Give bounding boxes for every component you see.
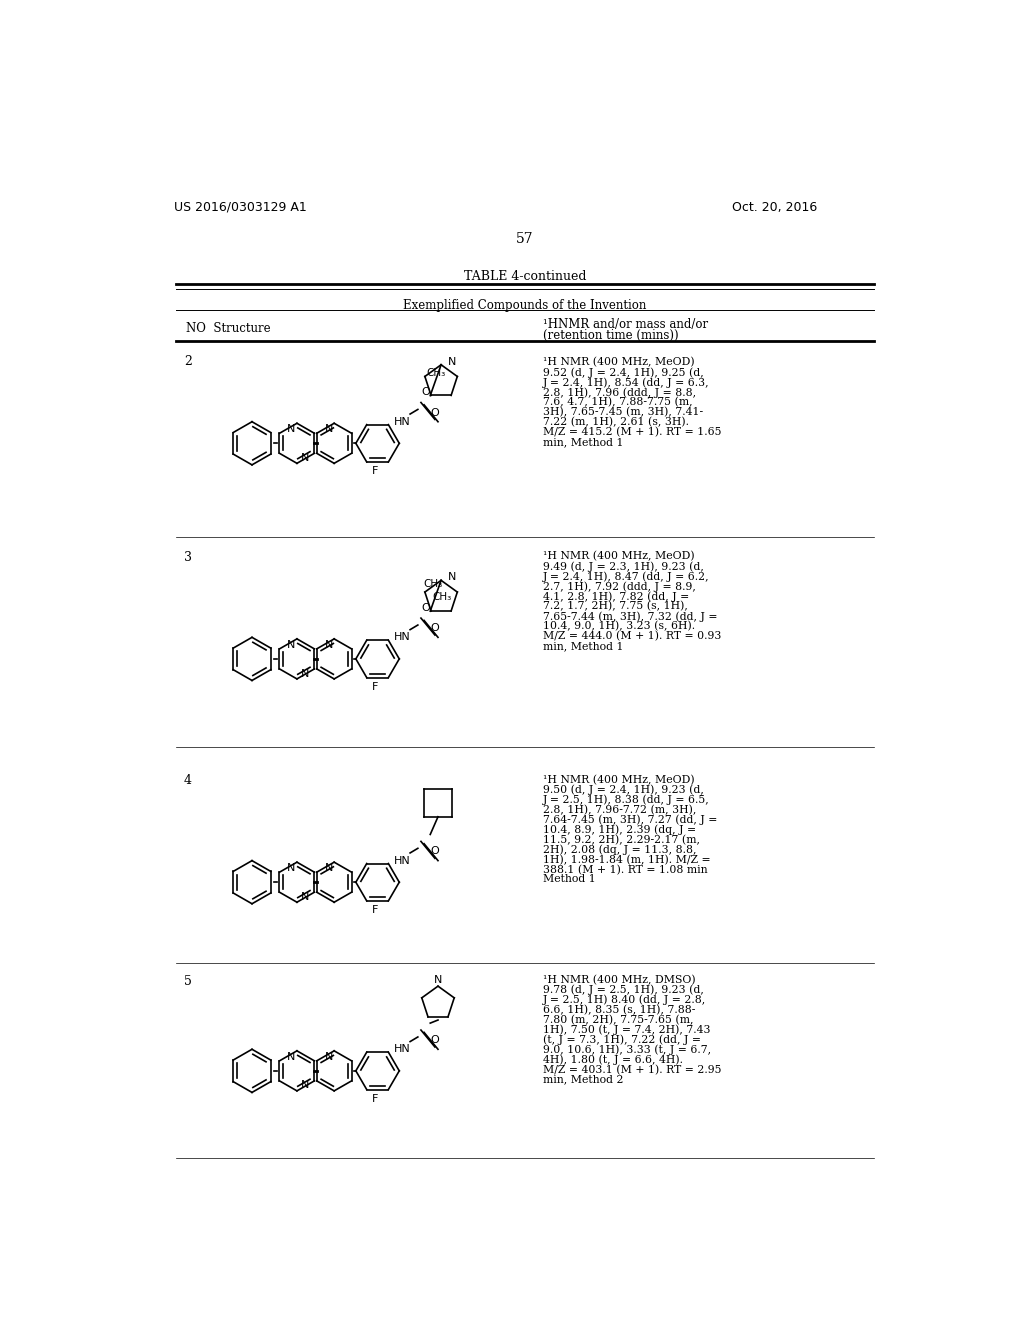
Text: 9.50 (d, J = 2.4, 1H), 9.23 (d,: 9.50 (d, J = 2.4, 1H), 9.23 (d, bbox=[543, 784, 703, 795]
Text: N: N bbox=[300, 668, 309, 678]
Text: HN: HN bbox=[394, 632, 411, 643]
Text: 7.65-7.44 (m, 3H), 7.32 (dd, J =: 7.65-7.44 (m, 3H), 7.32 (dd, J = bbox=[543, 611, 717, 622]
Text: 6.6, 1H), 8.35 (s, 1H), 7.88-: 6.6, 1H), 8.35 (s, 1H), 7.88- bbox=[543, 1005, 695, 1015]
Text: O: O bbox=[421, 388, 430, 397]
Text: HN: HN bbox=[394, 855, 411, 866]
Text: 1H), 1.98-1.84 (m, 1H). M/Z =: 1H), 1.98-1.84 (m, 1H). M/Z = bbox=[543, 854, 711, 865]
Text: F: F bbox=[372, 681, 379, 692]
Text: N: N bbox=[300, 1081, 309, 1090]
Text: CH₃: CH₃ bbox=[423, 579, 442, 589]
Text: N: N bbox=[287, 863, 295, 874]
Text: 57: 57 bbox=[516, 231, 534, 246]
Text: min, Method 1: min, Method 1 bbox=[543, 642, 624, 651]
Text: ¹H NMR (400 MHz, MeOD): ¹H NMR (400 MHz, MeOD) bbox=[543, 358, 694, 367]
Text: Method 1: Method 1 bbox=[543, 875, 595, 884]
Text: 5: 5 bbox=[183, 974, 191, 987]
Text: ¹H NMR (400 MHz, MeOD): ¹H NMR (400 MHz, MeOD) bbox=[543, 552, 694, 561]
Text: 7.22 (m, 1H), 2.61 (s, 3H).: 7.22 (m, 1H), 2.61 (s, 3H). bbox=[543, 417, 688, 428]
Text: 3H), 7.65-7.45 (m, 3H), 7.41-: 3H), 7.65-7.45 (m, 3H), 7.41- bbox=[543, 407, 702, 417]
Text: N: N bbox=[287, 425, 295, 434]
Text: M/Z = 444.0 (M + 1). RT = 0.93: M/Z = 444.0 (M + 1). RT = 0.93 bbox=[543, 631, 721, 642]
Text: O: O bbox=[430, 623, 439, 634]
Text: O: O bbox=[430, 1035, 439, 1045]
Text: ¹H NMR (400 MHz, MeOD): ¹H NMR (400 MHz, MeOD) bbox=[543, 775, 694, 785]
Text: HN: HN bbox=[394, 417, 411, 426]
Text: J = 2.5, 1H), 8.38 (dd, J = 6.5,: J = 2.5, 1H), 8.38 (dd, J = 6.5, bbox=[543, 795, 710, 805]
Text: CH₃: CH₃ bbox=[426, 368, 445, 379]
Text: ¹H NMR (400 MHz, DMSO): ¹H NMR (400 MHz, DMSO) bbox=[543, 974, 695, 985]
Text: N: N bbox=[434, 975, 442, 985]
Text: N: N bbox=[326, 640, 334, 649]
Text: N: N bbox=[300, 892, 309, 902]
Text: Oct. 20, 2016: Oct. 20, 2016 bbox=[732, 201, 818, 214]
Text: 9.49 (d, J = 2.3, 1H), 9.23 (d,: 9.49 (d, J = 2.3, 1H), 9.23 (d, bbox=[543, 561, 703, 572]
Text: N: N bbox=[326, 863, 334, 874]
Text: 1H), 7.50 (t, J = 7.4, 2H), 7.43: 1H), 7.50 (t, J = 7.4, 2H), 7.43 bbox=[543, 1024, 710, 1035]
Text: 4.1, 2.8, 1H), 7.82 (dd, J =: 4.1, 2.8, 1H), 7.82 (dd, J = bbox=[543, 591, 689, 602]
Text: (t, J = 7.3, 1H), 7.22 (dd, J =: (t, J = 7.3, 1H), 7.22 (dd, J = bbox=[543, 1035, 700, 1045]
Text: 11.5, 9.2, 2H), 2.29-2.17 (m,: 11.5, 9.2, 2H), 2.29-2.17 (m, bbox=[543, 834, 699, 845]
Text: 10.4, 8.9, 1H), 2.39 (dq, J =: 10.4, 8.9, 1H), 2.39 (dq, J = bbox=[543, 825, 695, 836]
Text: N: N bbox=[447, 573, 456, 582]
Text: 3: 3 bbox=[183, 552, 191, 564]
Text: HN: HN bbox=[394, 1044, 411, 1055]
Text: J = 2.4, 1H), 8.47 (dd, J = 6.2,: J = 2.4, 1H), 8.47 (dd, J = 6.2, bbox=[543, 572, 710, 582]
Text: F: F bbox=[372, 1093, 379, 1104]
Text: 2.7, 1H), 7.92 (ddd, J = 8.9,: 2.7, 1H), 7.92 (ddd, J = 8.9, bbox=[543, 581, 695, 591]
Text: 7.2, 1.7, 2H), 7.75 (s, 1H),: 7.2, 1.7, 2H), 7.75 (s, 1H), bbox=[543, 601, 687, 611]
Text: min, Method 1: min, Method 1 bbox=[543, 437, 624, 447]
Text: 9.52 (d, J = 2.4, 1H), 9.25 (d,: 9.52 (d, J = 2.4, 1H), 9.25 (d, bbox=[543, 367, 703, 378]
Text: 2.8, 1H), 7.96-7.72 (m, 3H),: 2.8, 1H), 7.96-7.72 (m, 3H), bbox=[543, 804, 696, 814]
Text: 7.6, 4.7, 1H), 7.88-7.75 (m,: 7.6, 4.7, 1H), 7.88-7.75 (m, bbox=[543, 397, 692, 408]
Text: 2: 2 bbox=[183, 355, 191, 368]
Text: 9.0, 10.6, 1H), 3.33 (t, J = 6.7,: 9.0, 10.6, 1H), 3.33 (t, J = 6.7, bbox=[543, 1044, 711, 1055]
Text: ¹HNMR and/or mass and/or: ¹HNMR and/or mass and/or bbox=[543, 318, 708, 331]
Text: N: N bbox=[300, 453, 309, 463]
Text: CH₃: CH₃ bbox=[432, 591, 452, 602]
Text: 4H), 1.80 (t, J = 6.6, 4H).: 4H), 1.80 (t, J = 6.6, 4H). bbox=[543, 1055, 683, 1065]
Text: O: O bbox=[430, 846, 439, 857]
Text: 388.1 (M + 1). RT = 1.08 min: 388.1 (M + 1). RT = 1.08 min bbox=[543, 865, 708, 875]
Text: 7.64-7.45 (m, 3H), 7.27 (dd, J =: 7.64-7.45 (m, 3H), 7.27 (dd, J = bbox=[543, 814, 717, 825]
Text: 7.80 (m, 2H), 7.75-7.65 (m,: 7.80 (m, 2H), 7.75-7.65 (m, bbox=[543, 1015, 693, 1026]
Text: N: N bbox=[447, 356, 456, 367]
Text: 2.8, 1H), 7.96 (ddd, J = 8.8,: 2.8, 1H), 7.96 (ddd, J = 8.8, bbox=[543, 387, 695, 397]
Text: 10.4, 9.0, 1H), 3.23 (s, 6H).: 10.4, 9.0, 1H), 3.23 (s, 6H). bbox=[543, 622, 694, 631]
Text: min, Method 2: min, Method 2 bbox=[543, 1074, 624, 1085]
Text: N: N bbox=[287, 1052, 295, 1063]
Text: J = 2.4, 1H), 8.54 (dd, J = 6.3,: J = 2.4, 1H), 8.54 (dd, J = 6.3, bbox=[543, 378, 710, 388]
Text: F: F bbox=[372, 466, 379, 477]
Text: N: N bbox=[326, 425, 334, 434]
Text: O: O bbox=[421, 603, 430, 612]
Text: (retention time (mins)): (retention time (mins)) bbox=[543, 330, 678, 342]
Text: 4: 4 bbox=[183, 775, 191, 788]
Text: M/Z = 403.1 (M + 1). RT = 2.95: M/Z = 403.1 (M + 1). RT = 2.95 bbox=[543, 1065, 721, 1074]
Text: O: O bbox=[430, 408, 439, 417]
Text: Exemplified Compounds of the Invention: Exemplified Compounds of the Invention bbox=[403, 298, 646, 312]
Text: 9.78 (d, J = 2.5, 1H), 9.23 (d,: 9.78 (d, J = 2.5, 1H), 9.23 (d, bbox=[543, 985, 703, 995]
Text: NO  Structure: NO Structure bbox=[186, 322, 270, 335]
Text: US 2016/0303129 A1: US 2016/0303129 A1 bbox=[174, 201, 307, 214]
Text: N: N bbox=[326, 1052, 334, 1063]
Text: 2H), 2.08 (dq, J = 11.3, 8.8,: 2H), 2.08 (dq, J = 11.3, 8.8, bbox=[543, 845, 696, 855]
Text: M/Z = 415.2 (M + 1). RT = 1.65: M/Z = 415.2 (M + 1). RT = 1.65 bbox=[543, 428, 721, 437]
Text: F: F bbox=[372, 906, 379, 915]
Text: N: N bbox=[287, 640, 295, 649]
Text: TABLE 4-continued: TABLE 4-continued bbox=[464, 271, 586, 282]
Text: J = 2.5, 1H) 8.40 (dd, J = 2.8,: J = 2.5, 1H) 8.40 (dd, J = 2.8, bbox=[543, 995, 706, 1006]
